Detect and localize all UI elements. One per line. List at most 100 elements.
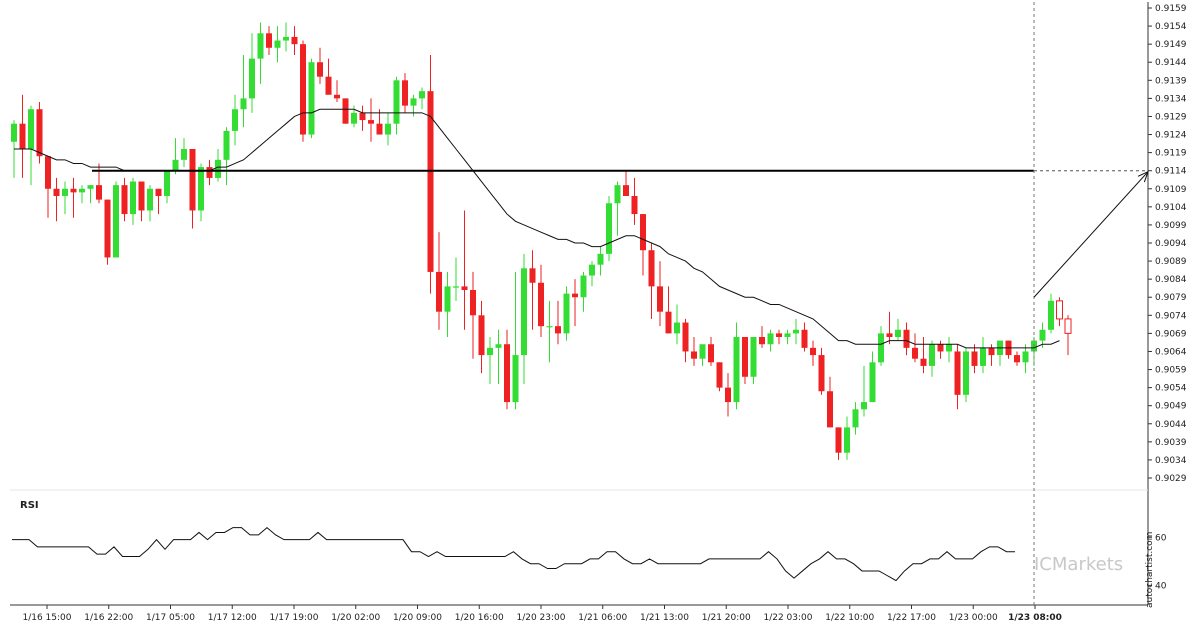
candle	[453, 257, 459, 301]
candle	[291, 26, 298, 55]
candle	[79, 185, 85, 204]
price-tick-label: 0.9149	[1155, 40, 1187, 50]
candle	[682, 318, 689, 363]
candle	[521, 253, 527, 384]
price-tick-label: 0.9114	[1155, 167, 1187, 177]
candle	[470, 271, 476, 359]
candle	[325, 58, 332, 95]
candle	[801, 322, 808, 352]
candle	[699, 344, 706, 366]
candle	[1048, 293, 1054, 334]
candle	[640, 214, 646, 276]
price-tick-label: 0.9079	[1155, 293, 1187, 303]
candle	[580, 271, 587, 312]
candle	[223, 127, 230, 186]
time-tick-label: 1/21 20:00	[702, 613, 751, 623]
candle	[436, 232, 442, 330]
time-tick-label: 1/20 02:00	[331, 613, 380, 623]
candle	[954, 344, 961, 410]
candle	[691, 337, 697, 366]
candle	[912, 333, 918, 363]
time-tick-label: 1/16 22:00	[84, 613, 133, 623]
candle	[359, 105, 366, 131]
candle	[631, 177, 638, 225]
candle	[750, 337, 757, 384]
candle	[274, 26, 281, 63]
candle	[886, 311, 893, 345]
candle	[317, 47, 323, 84]
price-tick-label: 0.9144	[1155, 58, 1187, 68]
price-tick-label: 0.9129	[1155, 112, 1187, 122]
candle	[45, 156, 51, 218]
candle	[87, 185, 94, 204]
candle	[215, 149, 221, 182]
candle	[512, 271, 519, 410]
candle	[835, 427, 842, 460]
broker-watermark: ICMarkets	[1034, 554, 1123, 575]
candle	[206, 159, 213, 186]
candle	[266, 26, 272, 55]
price-tick-label: 0.9054	[1155, 384, 1187, 394]
candle	[181, 138, 187, 168]
time-tick-label: 1/23 08:00	[1008, 613, 1062, 623]
candle	[1064, 315, 1072, 356]
candle	[283, 22, 289, 52]
candle	[198, 163, 204, 222]
candle	[419, 87, 425, 110]
candle	[155, 188, 162, 215]
candle	[784, 329, 791, 345]
candle	[971, 344, 978, 374]
candle	[665, 286, 672, 334]
time-tick-label: 1/20 23:00	[516, 613, 565, 623]
candle	[546, 300, 553, 363]
candle	[563, 286, 570, 341]
price-tick-label: 0.9109	[1155, 185, 1187, 195]
rsi-tick-label: 60	[1155, 533, 1167, 543]
candle	[725, 373, 731, 417]
candle	[113, 181, 119, 258]
candle	[1039, 322, 1046, 348]
time-tick-label: 1/23 00:00	[949, 613, 998, 623]
candle	[657, 261, 663, 327]
rsi-tick-label: 40	[1155, 581, 1167, 591]
candle	[767, 329, 774, 352]
candle	[674, 304, 680, 345]
candle	[869, 351, 876, 403]
candle	[36, 102, 43, 164]
time-tick-label: 1/21 13:00	[640, 613, 689, 623]
candle	[70, 177, 77, 218]
time-tick-label: 1/22 10:00	[825, 613, 874, 623]
time-tick-label: 1/20 09:00	[393, 613, 442, 623]
watermark: ICMarkets autochartist.com	[1034, 532, 1155, 608]
candle	[62, 181, 68, 215]
candle	[597, 246, 604, 276]
candle	[402, 73, 408, 113]
rsi-title: RSI	[20, 500, 39, 511]
candle	[1014, 351, 1020, 366]
candle	[648, 243, 655, 319]
candle	[878, 326, 884, 366]
candle	[903, 322, 910, 356]
price-tick-label: 0.9139	[1155, 76, 1187, 86]
time-tick-label: 1/17 19:00	[269, 613, 318, 623]
candle	[810, 340, 816, 366]
candle	[759, 326, 765, 348]
candle	[861, 365, 867, 417]
time-tick-label: 1/20 16:00	[455, 613, 504, 623]
candle	[946, 337, 952, 363]
candles	[11, 22, 1072, 460]
candle	[172, 138, 179, 175]
candle	[572, 279, 578, 327]
time-tick-label: 1/22 17:00	[887, 613, 936, 623]
price-tick-label: 0.9064	[1155, 347, 1187, 357]
candle	[980, 337, 986, 374]
candle	[240, 55, 247, 128]
price-tick-label: 0.9039	[1155, 438, 1187, 448]
candle	[138, 181, 145, 222]
time-tick-label: 1/21 06:00	[578, 613, 627, 623]
price-tick-label: 0.9154	[1155, 22, 1187, 32]
axis-frame	[10, 2, 1149, 606]
price-tick-label: 0.9074	[1155, 311, 1187, 321]
candle	[444, 271, 451, 337]
